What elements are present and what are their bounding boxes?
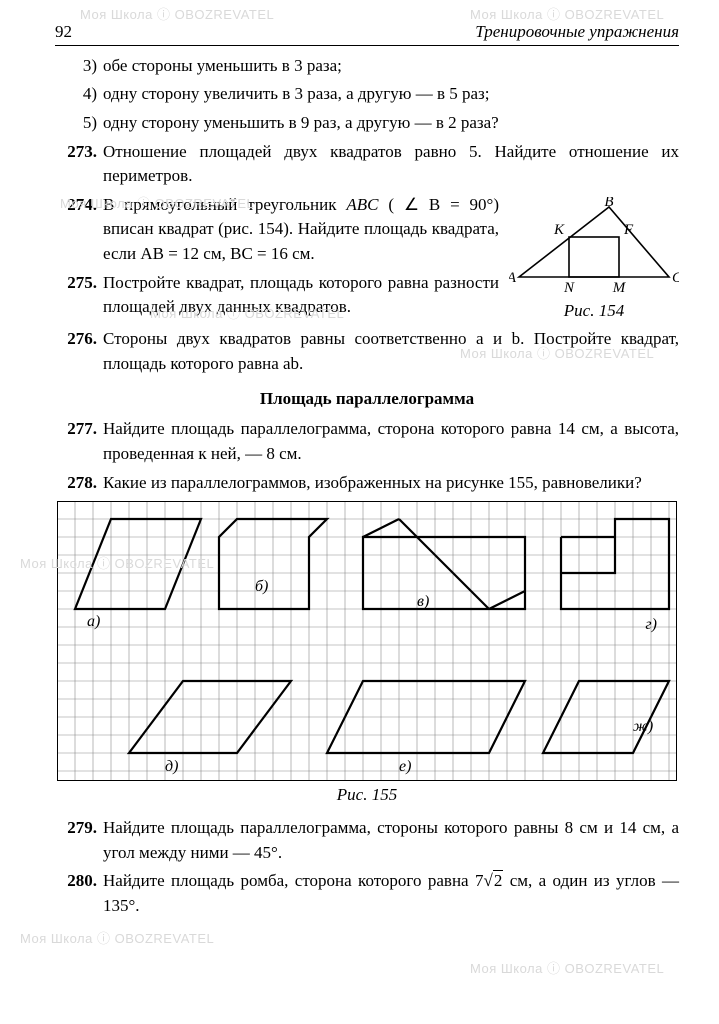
- svg-text:б): б): [255, 578, 268, 595]
- svg-text:N: N: [563, 280, 575, 296]
- figure-155: а) б) в) г) д) е) ж): [57, 501, 677, 781]
- running-title: Тренировочные упражнения: [475, 20, 679, 45]
- page: Моя Школа ⓘ OBOZREVATEL Моя Школа ⓘ OBOZ…: [0, 0, 719, 953]
- problem-number: 279.: [55, 816, 103, 865]
- svg-text:е): е): [399, 758, 411, 775]
- problem-280: 280. Найдите площадь ромба, сторона кото…: [55, 869, 679, 918]
- svg-text:д): д): [165, 758, 178, 775]
- problem-text: Постройте квадрат, площадь которого равн…: [103, 271, 499, 320]
- svg-text:K: K: [553, 222, 565, 238]
- svg-text:A: A: [509, 270, 517, 286]
- subitem-text: обе стороны уменьшить в 3 раза;: [103, 54, 679, 79]
- problem-text: Найдите площадь ромба, сторона которого …: [103, 869, 679, 918]
- figure-155-caption: Рис. 155: [55, 783, 679, 808]
- problem-number: 273.: [55, 140, 103, 189]
- problem-number: 278.: [55, 471, 103, 496]
- figure-154: B A C K F N M Рис. 154: [509, 197, 679, 324]
- section-title: Площадь параллелограмма: [55, 387, 679, 412]
- sqrt-icon: 2: [483, 869, 503, 894]
- svg-text:B: B: [604, 197, 613, 210]
- subitem-text: одну сторону увеличить в 3 раза, а другу…: [103, 82, 679, 107]
- svg-text:в): в): [417, 593, 429, 610]
- problem-273: 273. Отношение площадей двух квадратов р…: [55, 140, 679, 189]
- problem-275: 275. Постройте квадрат, площадь которого…: [55, 271, 499, 320]
- subitem-number: 3): [55, 54, 103, 79]
- subitem-5: 5) одну сторону уменьшить в 9 раз, а дру…: [55, 111, 679, 136]
- svg-text:C: C: [672, 270, 679, 286]
- problem-text: Найдите площадь параллелограмма, сторона…: [103, 417, 679, 466]
- figure-154-caption: Рис. 154: [509, 299, 679, 324]
- svg-text:ж): ж): [633, 718, 653, 735]
- problem-276: 276. Стороны двух квадратов равны соотве…: [55, 327, 679, 376]
- problem-274: 274. В прямоугольный треугольник ABC ( ∠…: [55, 193, 499, 267]
- problem-text: Отношение площадей двух квадратов равно …: [103, 140, 679, 189]
- problem-number: 276.: [55, 327, 103, 376]
- problem-text: Какие из параллелограммов, изображенных …: [103, 471, 679, 496]
- problem-number: 275.: [55, 271, 103, 320]
- problem-text: В прямоугольный треугольник ABC ( ∠ B = …: [103, 193, 499, 267]
- watermark: Моя Школа ⓘ OBOZREVATEL: [470, 960, 664, 979]
- svg-text:M: M: [612, 280, 627, 296]
- problem-number: 274.: [55, 193, 103, 267]
- problem-text: Найдите площадь параллелограмма, стороны…: [103, 816, 679, 865]
- problem-277: 277. Найдите площадь параллелограмма, ст…: [55, 417, 679, 466]
- problem-number: 277.: [55, 417, 103, 466]
- triangle-icon: B A C K F N M: [509, 197, 679, 297]
- page-number: 92: [55, 20, 72, 45]
- subitem-4: 4) одну сторону увеличить в 3 раза, а др…: [55, 82, 679, 107]
- subitem-number: 5): [55, 111, 103, 136]
- problem-text: Стороны двух квадратов равны соответстве…: [103, 327, 679, 376]
- problem-279: 279. Найдите площадь параллелограмма, ст…: [55, 816, 679, 865]
- svg-text:г): г): [645, 616, 657, 633]
- svg-text:а): а): [87, 613, 100, 630]
- subitem-text: одну сторону уменьшить в 9 раз, а другую…: [103, 111, 679, 136]
- page-header: 92 Тренировочные упражнения: [55, 20, 679, 46]
- subitem-number: 4): [55, 82, 103, 107]
- problem-278: 278. Какие из параллелограммов, изображе…: [55, 471, 679, 496]
- problem-number: 280.: [55, 869, 103, 918]
- subitem-3: 3) обе стороны уменьшить в 3 раза;: [55, 54, 679, 79]
- watermark: Моя Школа ⓘ OBOZREVATEL: [20, 930, 214, 949]
- svg-text:F: F: [623, 222, 634, 238]
